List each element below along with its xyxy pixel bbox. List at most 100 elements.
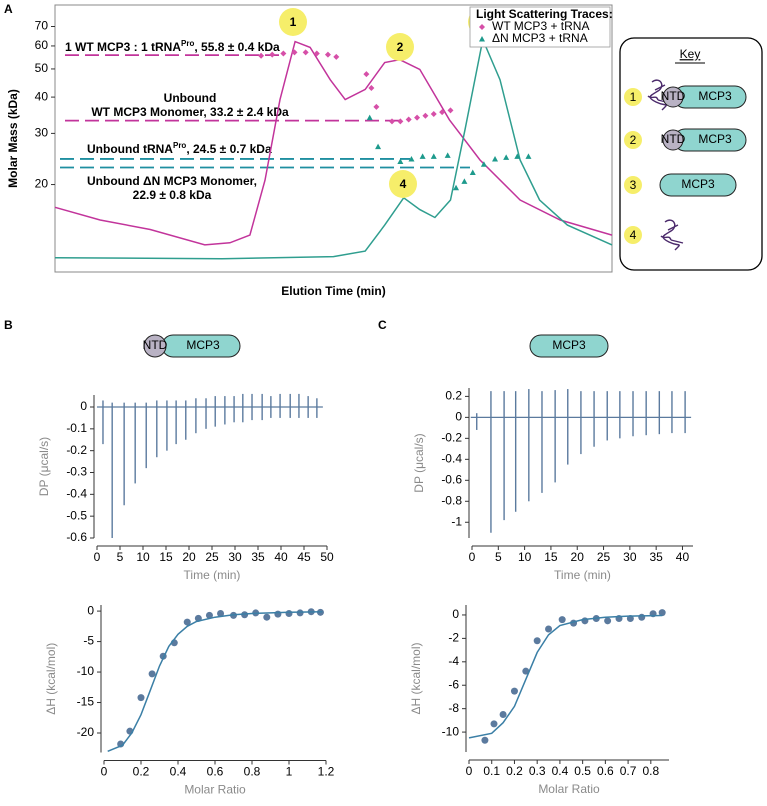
key-entry: 3 MCP3 [624,173,737,197]
x-tick-label: 25 [597,550,611,564]
domain-label: NTD [143,338,168,352]
data-point [368,84,375,91]
y-tick-label: -2 [448,631,459,645]
plot-frame [54,4,613,273]
key-number: 2 [630,133,637,147]
y-tick-label: 0 [452,607,459,621]
annotation: Unbound [164,91,217,105]
data-point [269,51,276,58]
key-entry: 1 NTD MCP3 [624,79,747,111]
x-tick-label: 0.6 [597,764,614,778]
domain-label: MCP3 [681,177,715,191]
annotation: Unbound tRNAPro, 24.5 ± 0.7 kDa [87,141,272,157]
legend-marker [479,24,485,30]
x-axis-label: Time (min) [554,568,611,582]
data-point [439,109,446,116]
domain-label: MCP3 [186,338,220,352]
y-tick-label: -0.1 [66,421,87,435]
y-tick-label: 70 [35,19,49,33]
data-point [533,637,541,645]
y-tick-label: -20 [77,725,95,739]
y-axis-label: ΔH (kcal/mol) [44,643,58,715]
x-axis-label: Molar Ratio [538,782,600,796]
y-tick-label: 40 [35,89,49,103]
data-point [397,118,404,125]
x-tick-label: 0 [469,550,476,564]
data-point [545,625,553,633]
data-point [461,178,468,184]
panel-label: C [378,318,387,332]
y-tick-label: -0.4 [441,452,462,466]
ntd-domain [662,86,684,108]
annotation: Unbound ΔN MCP3 Monomer, [87,174,257,188]
data-point [581,617,589,625]
data-point [324,51,331,58]
peak-badge [389,170,417,198]
data-point [291,49,298,56]
annotation-text: 1 WT MCP3 : 1 tRNA [65,40,181,54]
data-point [510,687,518,695]
data-point [430,110,437,117]
x-tick-label: 10 [136,550,150,564]
x-tick-label: 0.4 [170,765,187,779]
data-point [525,153,532,159]
key-entry: 4 [624,219,684,251]
mcp3-domain [529,334,609,358]
x-axis-label: Time (min) [184,568,241,582]
data-point [333,53,340,60]
x-tick-label: 45 [297,550,311,564]
data-point [492,155,499,162]
data-point [373,103,380,110]
data-point [263,613,271,621]
x-tick-label: 15 [159,550,173,564]
trna-icon [660,219,684,251]
y-tick-label: 50 [35,61,49,75]
x-axis-label: Molar Ratio [184,783,246,797]
legend-marker [479,36,485,42]
data-point [490,720,498,728]
y-tick-label: -15 [77,695,95,709]
data-point [638,613,646,621]
y-tick-label: -0.6 [441,472,462,486]
domain-label: MCP3 [698,89,732,103]
data-point [285,610,293,618]
data-point [430,153,437,159]
x-tick-label: 0 [101,765,108,779]
data-point [397,158,404,165]
data-point [205,611,213,619]
x-tick-label: 20 [182,550,196,564]
trna-icon [647,79,671,111]
data-point [375,143,382,150]
annotation-text: , 24.5 ± 0.7 kDa [186,142,272,156]
y-tick-label: -1 [451,514,462,528]
trace-line [54,37,613,260]
x-tick-label: 0.6 [207,765,224,779]
y-tick-label: -8 [448,701,459,715]
y-tick-label: -0.4 [66,487,87,501]
superscript: Pro [181,39,194,48]
data-point [480,161,487,167]
data-point [313,50,320,57]
x-tick-label: 5 [495,550,502,564]
data-point [274,610,282,618]
y-tick-label: 0 [80,399,87,413]
panel-label: B [4,318,13,332]
y-tick-label: -0.3 [66,465,87,479]
annotation-text: Unbound tRNA [87,142,173,156]
annotation: WT MCP3 Monomer, 33.2 ± 2.4 kDa [91,105,289,119]
annotation-text: 22.9 ± 0.8 kDa [133,188,212,202]
key-number-badge [624,226,642,244]
x-tick-label: 0.5 [574,764,591,778]
data-point [366,114,373,121]
x-tick-label: 30 [228,550,242,564]
ntd-domain [662,129,684,151]
trace-line [107,610,323,752]
x-tick-label: 0.8 [642,764,659,778]
y-tick-label: -0.2 [66,443,87,457]
data-point [183,618,191,626]
legend-label: ΔN MCP3 + tRNA [492,31,588,45]
x-tick-label: 0.3 [529,764,546,778]
data-point [408,155,415,162]
y-tick-label: -10 [442,724,460,738]
data-point [422,112,429,119]
